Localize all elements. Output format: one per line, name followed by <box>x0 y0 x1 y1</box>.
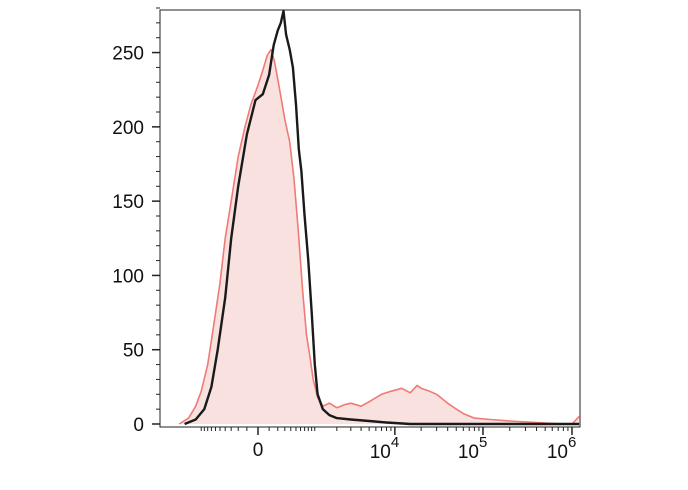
plot-frame <box>159 9 581 428</box>
series-0-fill <box>179 49 580 424</box>
x-tick-exponent: 5 <box>479 434 487 451</box>
x-tick-label: 10 <box>370 442 391 463</box>
x-tick-exponent: 4 <box>391 434 399 451</box>
y-tick-label: 250 <box>112 44 144 65</box>
series-0-outline <box>178 48 580 425</box>
x-tick-exponent: 6 <box>568 434 576 451</box>
y-axis: 0 50 100 150 200 250 <box>112 7 160 436</box>
series-1-line <box>184 9 580 426</box>
y-tick-label: 200 <box>112 118 144 139</box>
y-tick-label: 100 <box>112 266 144 287</box>
series-layer <box>178 9 580 426</box>
y-tick-label: 0 <box>133 415 144 436</box>
x-tick-label: 10 <box>547 442 568 463</box>
y-tick-label: 150 <box>112 192 144 213</box>
x-axis: 0 10 4 10 5 10 6 <box>200 427 576 463</box>
x-tick-label: 0 <box>253 440 264 461</box>
y-tick-label: 50 <box>123 341 144 362</box>
x-tick-label: 10 <box>458 442 479 463</box>
